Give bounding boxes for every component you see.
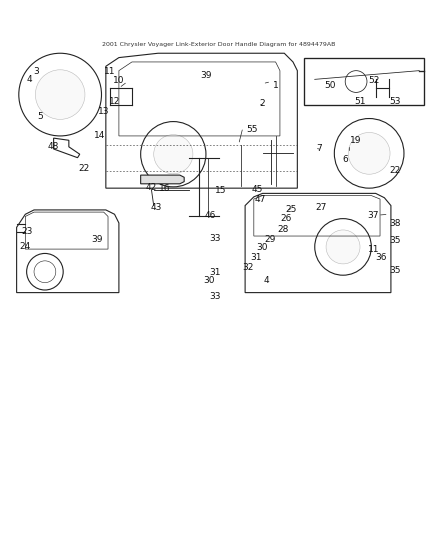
Text: 16: 16 — [159, 184, 170, 192]
Circle shape — [326, 230, 360, 264]
Text: 30: 30 — [204, 277, 215, 285]
Text: 48: 48 — [48, 142, 59, 151]
Text: 4: 4 — [27, 75, 32, 84]
Text: 3: 3 — [33, 67, 39, 76]
Text: 45: 45 — [251, 185, 263, 194]
Bar — [304, 58, 424, 106]
Text: 36: 36 — [375, 253, 387, 262]
Text: 13: 13 — [98, 108, 110, 117]
Text: 35: 35 — [389, 236, 401, 245]
Text: 53: 53 — [389, 96, 401, 106]
Text: 47: 47 — [254, 195, 265, 204]
Text: 12: 12 — [109, 96, 120, 106]
Text: 5: 5 — [38, 112, 43, 121]
Text: 1: 1 — [273, 82, 279, 91]
Text: 43: 43 — [150, 203, 162, 212]
Text: 14: 14 — [94, 132, 105, 140]
Text: 37: 37 — [368, 211, 379, 220]
Polygon shape — [141, 175, 184, 184]
Text: 7: 7 — [316, 144, 322, 154]
Circle shape — [35, 70, 85, 119]
Text: 35: 35 — [389, 266, 401, 276]
Circle shape — [154, 135, 193, 174]
Text: 32: 32 — [243, 263, 254, 272]
Text: 55: 55 — [246, 125, 258, 134]
Text: 19: 19 — [350, 136, 362, 145]
Title: 2001 Chrysler Voyager Link-Exterior Door Handle Diagram for 4894479AB: 2001 Chrysler Voyager Link-Exterior Door… — [102, 42, 336, 47]
Text: 28: 28 — [278, 225, 289, 234]
Text: 11: 11 — [368, 245, 379, 254]
Text: 25: 25 — [285, 205, 297, 214]
Text: 30: 30 — [256, 243, 268, 252]
Text: 10: 10 — [113, 76, 125, 85]
Text: 6: 6 — [343, 156, 348, 164]
Text: 11: 11 — [104, 67, 116, 76]
Text: 42: 42 — [146, 183, 157, 192]
Text: 4: 4 — [263, 276, 269, 285]
Text: 39: 39 — [92, 235, 103, 244]
Text: 24: 24 — [20, 243, 31, 252]
Text: 27: 27 — [316, 203, 327, 212]
Text: 22: 22 — [78, 164, 90, 173]
Text: 46: 46 — [205, 211, 216, 220]
Text: 26: 26 — [281, 214, 292, 223]
Text: 2: 2 — [260, 99, 265, 108]
Text: 38: 38 — [389, 220, 401, 228]
Text: 50: 50 — [324, 82, 336, 91]
Text: 31: 31 — [210, 268, 221, 277]
Text: 33: 33 — [209, 233, 220, 243]
Text: 39: 39 — [200, 71, 212, 80]
Text: 22: 22 — [390, 166, 401, 175]
Text: 33: 33 — [209, 293, 220, 302]
Circle shape — [348, 133, 390, 174]
Text: 51: 51 — [355, 96, 366, 106]
Text: 52: 52 — [368, 76, 379, 85]
Text: 15: 15 — [215, 186, 227, 195]
Text: 29: 29 — [265, 235, 276, 244]
Text: 31: 31 — [250, 253, 262, 262]
Text: 23: 23 — [22, 227, 33, 236]
